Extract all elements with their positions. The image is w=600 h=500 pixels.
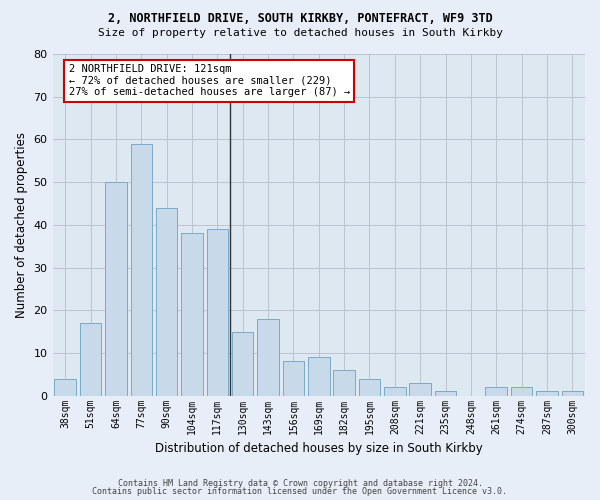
Bar: [359, 378, 380, 396]
Bar: [105, 182, 127, 396]
Bar: [232, 332, 253, 396]
Bar: [80, 323, 101, 396]
Bar: [334, 370, 355, 396]
Bar: [511, 387, 532, 396]
Bar: [55, 378, 76, 396]
Bar: [156, 208, 178, 396]
X-axis label: Distribution of detached houses by size in South Kirkby: Distribution of detached houses by size …: [155, 442, 482, 455]
Bar: [536, 392, 558, 396]
Text: Contains HM Land Registry data © Crown copyright and database right 2024.: Contains HM Land Registry data © Crown c…: [118, 478, 482, 488]
Bar: [283, 362, 304, 396]
Bar: [384, 387, 406, 396]
Bar: [308, 357, 329, 396]
Bar: [257, 319, 279, 396]
Text: 2 NORTHFIELD DRIVE: 121sqm
← 72% of detached houses are smaller (229)
27% of sem: 2 NORTHFIELD DRIVE: 121sqm ← 72% of deta…: [68, 64, 350, 98]
Bar: [562, 392, 583, 396]
Bar: [206, 229, 228, 396]
Text: 2, NORTHFIELD DRIVE, SOUTH KIRKBY, PONTEFRACT, WF9 3TD: 2, NORTHFIELD DRIVE, SOUTH KIRKBY, PONTE…: [107, 12, 493, 26]
Y-axis label: Number of detached properties: Number of detached properties: [15, 132, 28, 318]
Bar: [485, 387, 507, 396]
Text: Contains public sector information licensed under the Open Government Licence v3: Contains public sector information licen…: [92, 487, 508, 496]
Text: Size of property relative to detached houses in South Kirkby: Size of property relative to detached ho…: [97, 28, 503, 38]
Bar: [409, 383, 431, 396]
Bar: [131, 144, 152, 396]
Bar: [435, 392, 457, 396]
Bar: [181, 234, 203, 396]
